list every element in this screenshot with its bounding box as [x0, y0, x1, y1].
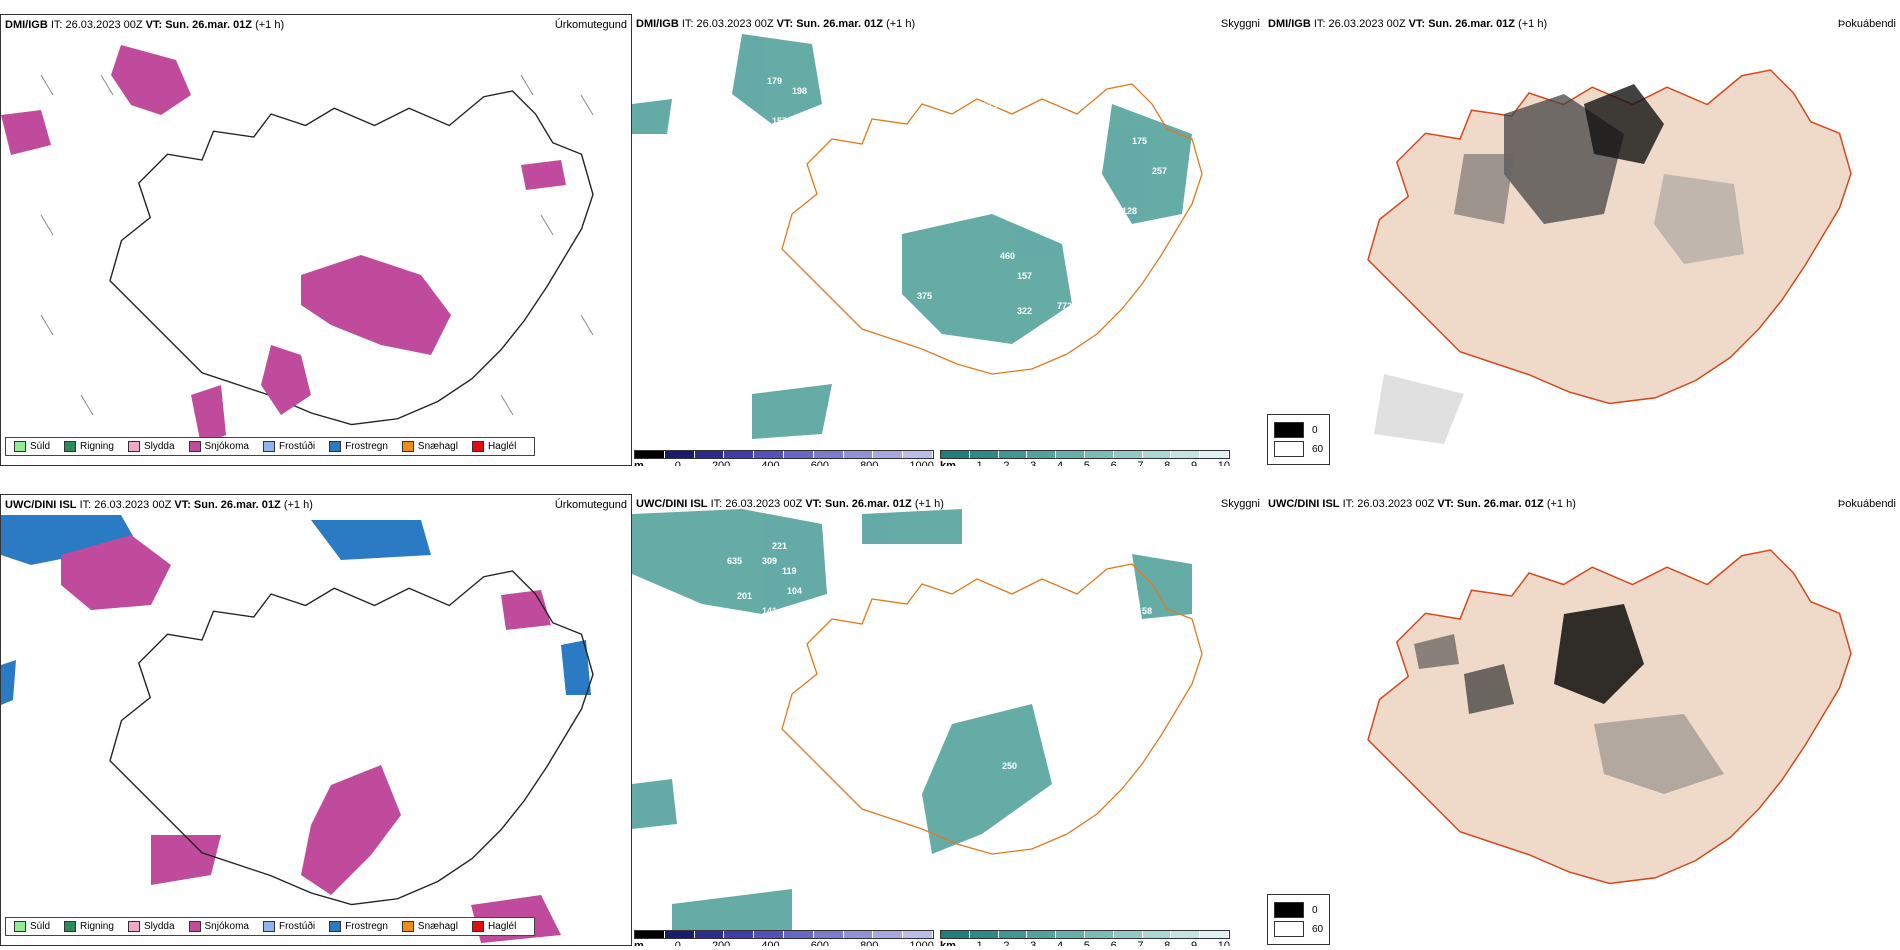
freezing-rain-areas — [1, 515, 591, 705]
svg-text:92: 92 — [862, 416, 872, 426]
vis-scale-m-bottom: m 0 200 400 600 800 1000 — [634, 930, 934, 946]
vis-scale-m-top: m 0 200 400 600 800 1000 — [634, 450, 934, 466]
svg-text:322: 322 — [1017, 306, 1032, 316]
iceland-outline — [1367, 549, 1852, 885]
snow-areas — [1, 45, 566, 445]
fog-index-shading — [1374, 84, 1744, 444]
svg-text:772: 772 — [1057, 301, 1072, 311]
iceland-outline — [109, 90, 594, 426]
precip-header-bottom: UWC/DINI ISL IT: 26.03.2023 00Z VT: Sun.… — [5, 499, 313, 511]
fog-title-top: Þokuábendi — [1837, 18, 1896, 30]
precip-legend-bottom: Súld Rigning Slydda Snjókoma Frostúði Fr… — [5, 917, 536, 936]
snow-areas — [61, 535, 561, 943]
fog-panel-bottom: UWC/DINI ISL IT: 26.03.2023 00Z VT: Sun.… — [1264, 494, 1900, 946]
svg-text:119: 119 — [912, 116, 927, 126]
svg-text:64: 64 — [857, 401, 867, 411]
fog-legend-bottom: 0 60 — [1267, 894, 1331, 945]
svg-text:173: 173 — [982, 101, 997, 111]
svg-text:250: 250 — [1002, 761, 1017, 771]
svg-text:175: 175 — [1132, 136, 1147, 146]
svg-text:656: 656 — [922, 876, 937, 886]
low-vis-areas — [632, 509, 1192, 934]
vis-title-bottom: Skyggni — [1220, 498, 1260, 510]
vis-values: 635 309 119 221 201 141 104 58 138 250 164 656 — [727, 541, 1152, 886]
svg-text:306: 306 — [1087, 291, 1102, 301]
fog-header-top: DMI/IGB IT: 26.03.2023 00Z VT: Sun. 26.m… — [1268, 18, 1548, 30]
svg-text:104: 104 — [787, 586, 802, 596]
fog-title-bottom: Þokuábendi — [1837, 498, 1896, 510]
precip-panel-top: DMI/IGB IT: 26.03.2023 00Z VT: Sun. 26.m… — [0, 14, 632, 466]
fog-legend-top: 0 60 — [1267, 414, 1331, 465]
svg-text:302: 302 — [902, 386, 917, 396]
vis-header-bottom: UWC/DINI ISL IT: 26.03.2023 00Z VT: Sun.… — [636, 498, 944, 510]
vis-panel-bottom: 635 309 119 221 201 141 104 58 138 250 164 656 U… — [632, 494, 1264, 946]
svg-text:309: 309 — [762, 556, 777, 566]
svg-text:198: 198 — [792, 86, 807, 96]
svg-text:157: 157 — [772, 116, 787, 126]
svg-text:375: 375 — [917, 291, 932, 301]
fog-map-top — [1367, 69, 1852, 444]
wind-barbs — [40, 74, 594, 416]
svg-text:119: 119 — [782, 566, 797, 576]
vis-header-top: DMI/IGB IT: 26.03.2023 00Z VT: Sun. 26.m… — [636, 18, 916, 30]
vis-map-bottom: 635 309 119 221 201 141 104 58 138 250 164 656 — [632, 509, 1203, 934]
precip-map-bottom — [1, 515, 594, 943]
precip-map-top — [1, 45, 594, 445]
svg-text:58: 58 — [1142, 606, 1152, 616]
svg-text:138: 138 — [1137, 641, 1152, 651]
vis-scale-km-bottom: km 1 2 3 4 5 6 7 8 9 10 — [940, 930, 1230, 946]
svg-text:141: 141 — [762, 606, 777, 616]
svg-text:201: 201 — [737, 591, 752, 601]
vis-title-top: Skyggni — [1220, 18, 1260, 30]
precip-legend-top: Súld Rigning Slydda Snjókoma Frostúði Fr… — [5, 437, 536, 456]
fog-header-bottom: UWC/DINI ISL IT: 26.03.2023 00Z VT: Sun.… — [1268, 498, 1576, 510]
fog-index-shading — [1414, 604, 1724, 794]
svg-text:635: 635 — [727, 556, 742, 566]
svg-text:500: 500 — [907, 351, 922, 361]
vis-panel-top: 179 198 157 119 103 173 175 257 128 460 157 375 … — [632, 14, 1264, 466]
svg-text:164: 164 — [942, 851, 957, 861]
svg-text:157: 157 — [1017, 271, 1032, 281]
svg-text:460: 460 — [1000, 251, 1015, 261]
svg-text:128: 128 — [1122, 206, 1137, 216]
fog-map-bottom — [1367, 549, 1852, 885]
fog-panel-top: DMI/IGB IT: 26.03.2023 00Z VT: Sun. 26.m… — [1264, 14, 1900, 466]
precip-panel-bottom: UWC/DINI ISL IT: 26.03.2023 00Z VT: Sun.… — [0, 494, 632, 946]
svg-text:179: 179 — [767, 76, 782, 86]
precip-title-top: Úrkomutegund — [554, 19, 627, 31]
svg-text:103: 103 — [932, 126, 947, 136]
svg-text:287: 287 — [950, 351, 965, 361]
svg-text:221: 221 — [772, 541, 787, 551]
precip-header-top: DMI/IGB IT: 26.03.2023 00Z VT: Sun. 26.m… — [5, 19, 285, 31]
vis-scale-km-top: km 1 2 3 4 5 6 7 8 9 10 — [940, 450, 1230, 466]
svg-text:257: 257 — [1152, 166, 1167, 176]
precip-title-bottom: Úrkomutegund — [554, 499, 627, 511]
low-vis-areas — [632, 34, 1192, 439]
